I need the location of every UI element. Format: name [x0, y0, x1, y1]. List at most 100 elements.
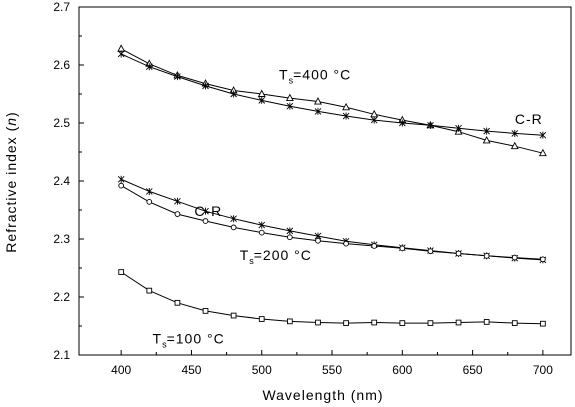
series-1	[117, 44, 547, 157]
x-tick-label: 600	[392, 363, 412, 377]
triangle-marker	[538, 148, 547, 157]
star-marker	[427, 121, 434, 129]
star-marker	[455, 124, 462, 132]
circle-marker	[258, 229, 265, 236]
y-tick-label: 2.3	[53, 232, 70, 246]
star-marker	[483, 127, 490, 135]
square-marker	[483, 319, 490, 325]
y-tick-label: 2.5	[53, 116, 70, 130]
square-marker	[258, 316, 265, 322]
annotation-label: C-R	[515, 111, 543, 127]
series-4	[118, 182, 546, 263]
y-axis-title-suffix: )	[3, 111, 19, 117]
star-marker	[202, 82, 209, 90]
series-line	[120, 53, 543, 136]
series-layer	[117, 44, 547, 327]
y-tick-label: 2.6	[53, 58, 70, 72]
x-tick-label: 650	[463, 363, 483, 377]
y-tick-label: 2.1	[53, 348, 70, 362]
axes: 400 450 500 550 600 650 700 2.1 2.2 2.3 2.4 2.5 2.6 2…	[53, 0, 572, 377]
circle-marker	[315, 237, 321, 244]
square-marker	[230, 312, 237, 319]
triangle-marker	[510, 141, 519, 150]
series-3	[117, 175, 547, 264]
annotation-layer: Ts=400 °C C-R C-R Ts=200 °C Ts=100 °C	[153, 67, 543, 350]
star-marker	[398, 119, 406, 127]
x-tick-label: 400	[111, 363, 131, 377]
star-marker	[258, 221, 266, 229]
circle-marker	[287, 234, 293, 241]
star-marker	[174, 197, 181, 205]
circle-marker	[371, 243, 378, 249]
annotation-label: Ts=400 °C	[279, 67, 351, 86]
star-marker	[145, 187, 153, 195]
star-marker	[230, 90, 237, 98]
series-2	[117, 50, 547, 139]
square-marker	[118, 269, 125, 275]
x-tick-label: 700	[533, 363, 553, 377]
star-marker	[258, 96, 266, 104]
circle-marker	[202, 218, 209, 224]
square-marker	[202, 308, 209, 314]
y-tick-label: 2.2	[53, 290, 70, 304]
star-marker	[230, 215, 237, 223]
square-marker	[511, 320, 518, 326]
y-axis-title-prefix: Refractive index (	[3, 126, 19, 253]
series-5	[118, 269, 546, 327]
triangle-marker	[314, 97, 322, 105]
circle-marker	[427, 248, 434, 255]
x-axis-title: Wavelength (nm)	[262, 387, 383, 403]
square-marker	[174, 299, 181, 306]
star-marker	[314, 107, 322, 115]
circle-marker	[174, 211, 181, 217]
y-tick-label: 2.4	[53, 174, 70, 188]
circle-marker	[511, 254, 518, 261]
star-marker	[202, 207, 209, 215]
star-marker	[539, 131, 547, 139]
circle-marker	[483, 252, 490, 259]
star-marker	[286, 102, 294, 110]
star-marker	[174, 73, 181, 81]
triangle-marker	[342, 102, 351, 111]
triangle-marker	[257, 89, 266, 97]
star-marker	[117, 50, 125, 58]
x-tick-label: 450	[181, 363, 201, 377]
annotation-label: C-R	[194, 203, 222, 219]
series-line	[120, 271, 543, 325]
square-marker	[315, 319, 321, 326]
circle-marker	[118, 182, 125, 189]
series-line	[121, 178, 543, 261]
x-tick-label: 500	[252, 363, 272, 377]
square-marker	[343, 320, 349, 326]
square-marker	[540, 320, 546, 327]
circle-marker	[399, 245, 406, 252]
star-marker	[370, 116, 378, 124]
x-tick-label: 550	[322, 363, 342, 377]
star-marker	[145, 63, 153, 71]
annotation-label: Ts=200 °C	[240, 247, 312, 266]
y-axis-title: Refractive index (n)	[3, 111, 19, 252]
annotation-label: Ts=100 °C	[153, 330, 225, 349]
square-marker	[427, 320, 434, 326]
square-marker	[146, 287, 153, 294]
y-tick-label: 2.7	[53, 0, 70, 14]
circle-marker	[230, 224, 237, 231]
star-marker	[117, 175, 125, 183]
y-axis-title-italic: n	[3, 117, 19, 126]
triangle-marker	[285, 93, 294, 102]
star-marker	[286, 227, 294, 235]
square-marker	[287, 318, 293, 325]
series-line	[120, 185, 543, 260]
circle-marker	[540, 256, 546, 263]
plot-frame	[78, 6, 572, 356]
triangle-marker	[117, 44, 126, 52]
star-marker	[342, 112, 350, 120]
circle-marker	[343, 240, 349, 247]
series-line	[120, 48, 544, 154]
square-marker	[455, 319, 462, 326]
circle-marker	[455, 250, 462, 257]
star-marker	[511, 129, 519, 137]
circle-marker	[146, 199, 153, 205]
square-marker	[371, 319, 378, 326]
